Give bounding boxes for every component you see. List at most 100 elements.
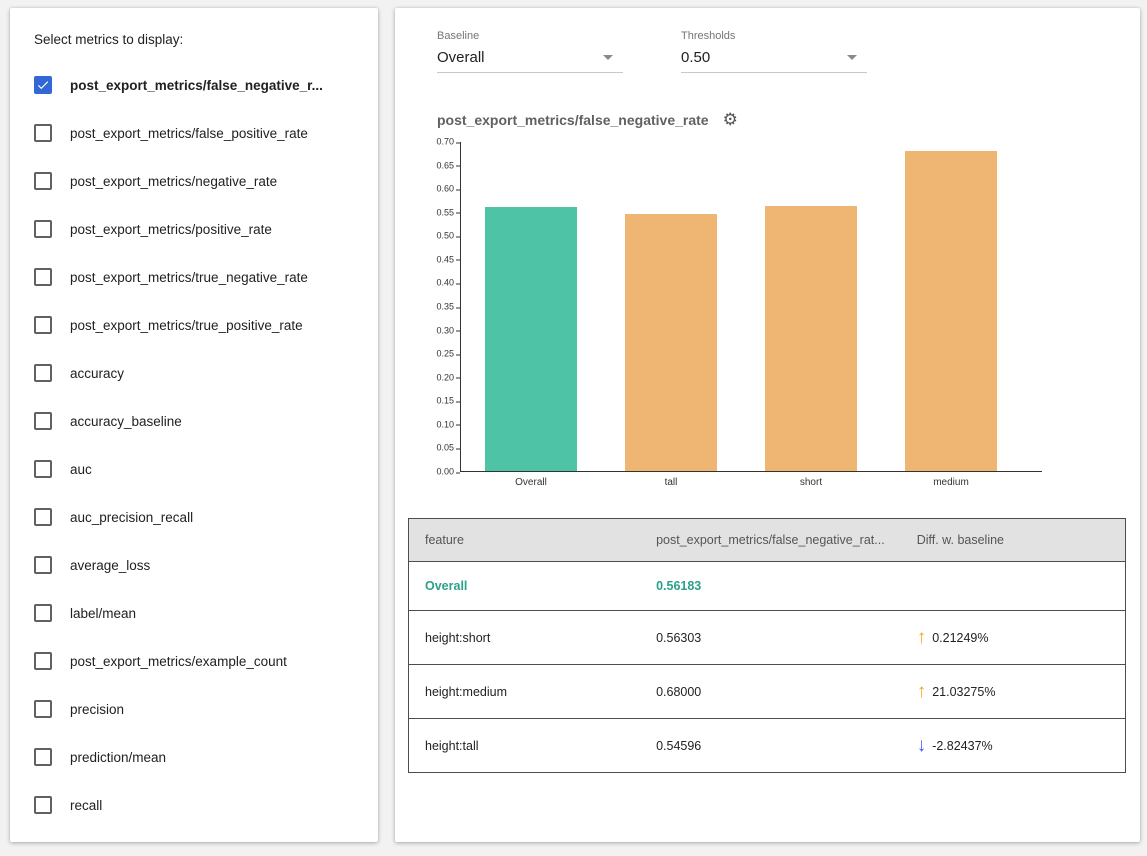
feature-cell: height:tall bbox=[409, 719, 641, 773]
thresholds-select[interactable]: 0.50 bbox=[681, 47, 867, 73]
diff-cell bbox=[901, 562, 1126, 611]
table-row-height:short[interactable]: height:short0.56303 ↑ 0.21249% bbox=[409, 611, 1126, 665]
baseline-select[interactable]: Overall bbox=[437, 47, 623, 73]
x-axis-label-short: short bbox=[741, 477, 881, 488]
metric-value-cell: 0.54596 bbox=[640, 719, 901, 773]
metric-select-title: Select metrics to display: bbox=[34, 32, 354, 47]
x-axis-label-medium: medium bbox=[881, 477, 1021, 488]
checkbox-unchecked-icon[interactable] bbox=[34, 412, 52, 430]
y-axis-tick-label: 0.30 bbox=[436, 326, 454, 335]
metric-label: accuracy_baseline bbox=[70, 414, 182, 429]
table-header-1: post_export_metrics/false_negative_rat..… bbox=[640, 519, 901, 562]
y-axis-tick-label: 0.15 bbox=[436, 397, 454, 406]
arrow-up-icon: ↑ bbox=[917, 682, 927, 701]
bar-Overall[interactable] bbox=[485, 207, 577, 471]
baseline-label: Baseline bbox=[437, 30, 623, 42]
baseline-selected-value: Overall bbox=[437, 49, 485, 66]
checkbox-unchecked-icon[interactable] bbox=[34, 316, 52, 334]
settings-gear-icon[interactable]: ⚙ bbox=[723, 111, 738, 128]
feature-cell: height:medium bbox=[409, 665, 641, 719]
table-row-height:medium[interactable]: height:medium0.68000↑21.03275% bbox=[409, 665, 1126, 719]
y-axis-tick-label: 0.35 bbox=[436, 303, 454, 312]
metric-label: post_export_metrics/negative_rate bbox=[70, 174, 277, 189]
metrics-table-body: Overall0.56183height:short0.56303 ↑ 0.2124… bbox=[409, 562, 1126, 773]
y-axis-tick-label: 0.05 bbox=[436, 444, 454, 453]
metric-label: recall bbox=[70, 798, 102, 813]
metric-value-cell: 0.56183 bbox=[640, 562, 901, 611]
metrics-table: featurepost_export_metrics/false_negativ… bbox=[408, 518, 1126, 773]
metric-select-panel: Select metrics to display: post_export_m… bbox=[10, 8, 378, 842]
metric-value-cell: 0.56303 bbox=[640, 611, 901, 665]
checkbox-unchecked-icon[interactable] bbox=[34, 460, 52, 478]
checkbox-unchecked-icon[interactable] bbox=[34, 604, 52, 622]
results-panel: Baseline Overall Thresholds 0.50 post_ex… bbox=[395, 8, 1140, 842]
metric-item-11[interactable]: label/mean bbox=[34, 589, 354, 637]
metric-item-14[interactable]: prediction/mean bbox=[34, 733, 354, 781]
metric-item-13[interactable]: precision bbox=[34, 685, 354, 733]
checkbox-unchecked-icon[interactable] bbox=[34, 172, 52, 190]
metric-item-9[interactable]: auc_precision_recall bbox=[34, 493, 354, 541]
feature-cell: height:short bbox=[409, 611, 641, 665]
metrics-list: post_export_metrics/false_negative_r...p… bbox=[34, 61, 354, 829]
metric-item-0[interactable]: post_export_metrics/false_negative_r... bbox=[34, 61, 354, 109]
table-row-height:tall[interactable]: height:tall0.54596↓-2.82437% bbox=[409, 719, 1126, 773]
y-axis-tick-label: 0.25 bbox=[436, 350, 454, 359]
diff-cell: ↑ 21.03275% bbox=[901, 665, 1126, 719]
y-axis-tick-label: 0.50 bbox=[436, 232, 454, 241]
y-axis-tick-label: 0.20 bbox=[436, 373, 454, 382]
bar-tall[interactable] bbox=[625, 214, 717, 471]
arrow-up-icon: ↑ bbox=[917, 628, 927, 647]
y-axis-tick-label: 0.10 bbox=[436, 420, 454, 429]
checkbox-unchecked-icon[interactable] bbox=[34, 556, 52, 574]
metric-item-1[interactable]: post_export_metrics/false_positive_rate bbox=[34, 109, 354, 157]
metric-item-8[interactable]: auc bbox=[34, 445, 354, 493]
table-header-row: featurepost_export_metrics/false_negativ… bbox=[409, 519, 1126, 562]
y-axis-tick-label: 0.55 bbox=[436, 208, 454, 217]
metric-label: post_export_metrics/true_negative_rate bbox=[70, 270, 308, 285]
metric-item-4[interactable]: post_export_metrics/true_negative_rate bbox=[34, 253, 354, 301]
metric-item-5[interactable]: post_export_metrics/true_positive_rate bbox=[34, 301, 354, 349]
metric-label: post_export_metrics/true_positive_rate bbox=[70, 318, 303, 333]
checkbox-unchecked-icon[interactable] bbox=[34, 220, 52, 238]
checkbox-unchecked-icon[interactable] bbox=[34, 508, 52, 526]
metric-item-7[interactable]: accuracy_baseline bbox=[34, 397, 354, 445]
table-header-2: Diff. w. baseline bbox=[901, 519, 1126, 562]
metric-item-10[interactable]: average_loss bbox=[34, 541, 354, 589]
y-axis-tick-label: 0.70 bbox=[436, 138, 454, 147]
chart-header: post_export_metrics/false_negative_rate … bbox=[437, 111, 1126, 128]
bar-medium[interactable] bbox=[905, 151, 997, 471]
checkbox-unchecked-icon[interactable] bbox=[34, 268, 52, 286]
metric-item-3[interactable]: post_export_metrics/positive_rate bbox=[34, 205, 354, 253]
arrow-down-icon: ↓ bbox=[917, 736, 927, 755]
checkbox-unchecked-icon[interactable] bbox=[34, 796, 52, 814]
fairness-metrics-app: Select metrics to display: post_export_m… bbox=[0, 0, 1147, 848]
table-row-Overall[interactable]: Overall0.56183 bbox=[409, 562, 1126, 611]
y-axis-tick-label: 0.00 bbox=[436, 468, 454, 477]
metric-label: average_loss bbox=[70, 558, 150, 573]
diff-value: 0.21249% bbox=[932, 631, 988, 645]
metric-item-2[interactable]: post_export_metrics/negative_rate bbox=[34, 157, 354, 205]
y-axis-tick-label: 0.45 bbox=[436, 255, 454, 264]
metric-label: accuracy bbox=[70, 366, 124, 381]
metric-label: precision bbox=[70, 702, 124, 717]
diff-value: 21.03275% bbox=[932, 685, 995, 699]
checkbox-unchecked-icon[interactable] bbox=[34, 748, 52, 766]
metric-label: post_export_metrics/positive_rate bbox=[70, 222, 272, 237]
x-axis-label-Overall: Overall bbox=[461, 477, 601, 488]
diff-cell: ↑ 0.21249% bbox=[901, 611, 1126, 665]
thresholds-label: Thresholds bbox=[681, 30, 867, 42]
metric-label: post_export_metrics/false_positive_rate bbox=[70, 126, 308, 141]
metric-item-15[interactable]: recall bbox=[34, 781, 354, 829]
metric-label: label/mean bbox=[70, 606, 136, 621]
metric-item-6[interactable]: accuracy bbox=[34, 349, 354, 397]
checkbox-checked-icon[interactable] bbox=[34, 76, 52, 94]
checkbox-unchecked-icon[interactable] bbox=[34, 364, 52, 382]
metric-item-12[interactable]: post_export_metrics/example_count bbox=[34, 637, 354, 685]
metric-label: auc bbox=[70, 462, 92, 477]
checkbox-unchecked-icon[interactable] bbox=[34, 124, 52, 142]
thresholds-selected-value: 0.50 bbox=[681, 49, 710, 66]
checkbox-unchecked-icon[interactable] bbox=[34, 652, 52, 670]
chart-y-axis: 0.000.050.100.150.200.250.300.350.400.45… bbox=[416, 142, 460, 472]
checkbox-unchecked-icon[interactable] bbox=[34, 700, 52, 718]
bar-short[interactable] bbox=[765, 206, 857, 471]
